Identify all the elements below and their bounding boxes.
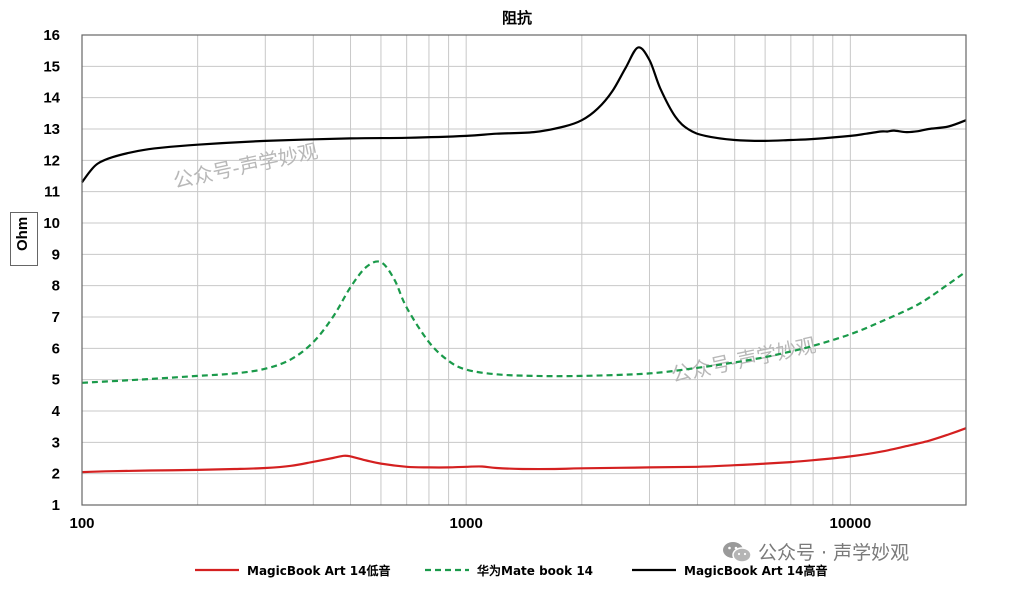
y-tick-label: 8 [52,278,60,295]
x-tick-label: 1000 [449,515,482,532]
legend-entry-magicbook-art-14-low: MagicBook Art 14低音 [195,563,390,578]
y-tick-label: 6 [52,340,60,357]
y-tick-label: 1 [52,497,60,514]
grid-lines [81,34,967,506]
y-tick-label: 3 [52,434,60,451]
watermarks: 公众号-声学妙观 公众号-声学妙观 [171,139,818,387]
y-tick-label: 4 [52,403,61,420]
y-tick-label: 15 [43,58,60,75]
y-tick-label: 12 [43,152,60,169]
plot-frame [81,34,967,506]
y-tick-label: 11 [44,184,60,201]
y-tick-label: 16 [43,27,60,44]
watermark-text: 公众号-声学妙观 [171,139,320,193]
series-line-magicbook-art-14-low [81,427,967,474]
legend-label: MagicBook Art 14高音 [684,563,827,578]
legend: MagicBook Art 14低音 华为Mate book 14 MagicBoo… [195,563,827,578]
y-axis-label: Ohm [14,216,31,251]
wechat-watermark: 公众号 · 声学妙观 [722,538,909,565]
x-tick-label: 10000 [829,515,871,532]
series-line-magicbook-art-14-high [81,46,967,183]
y-tick-label: 14 [43,90,60,107]
legend-entry-magicbook-art-14-high: MagicBook Art 14高音 [632,563,827,578]
watermark-corner-text: 公众号 · 声学妙观 [758,542,910,564]
chart-title: 阻抗 [502,9,532,27]
series-line-huawei-matebook-14 [81,260,967,384]
y-tick-label: 13 [43,121,60,138]
y-tick-label: 7 [52,309,60,326]
x-tick-labels: 100 1000 10000 [69,515,871,532]
wechat-icon [723,541,752,563]
legend-entry-huawei-matebook-14: 华为Mate book 14 [425,563,593,578]
legend-label: MagicBook Art 14低音 [247,563,390,578]
y-tick-label: 2 [52,466,60,483]
y-axis-label-box [10,212,38,266]
y-tick-label: 10 [43,215,60,232]
series-lines [81,46,967,474]
legend-label: 华为Mate book 14 [477,563,593,578]
y-tick-label: 9 [52,246,60,263]
y-tick-label: 5 [52,372,60,389]
x-tick-label: 100 [69,515,94,532]
watermark-text: 公众号-声学妙观 [669,333,818,387]
